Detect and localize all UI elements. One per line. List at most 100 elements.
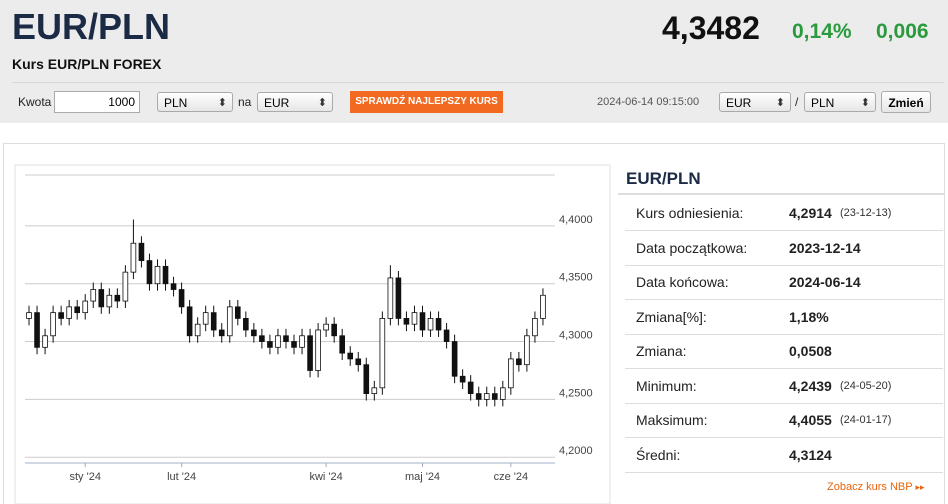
pair-quote[interactable]: PLN (804, 92, 876, 113)
nbp-link-text[interactable]: Zobacz kurs NBP (827, 481, 913, 493)
candle-body (154, 265, 161, 285)
stat-label: Data końcowa: (636, 274, 729, 290)
candle-body (283, 335, 289, 342)
pair-separator: / (795, 95, 799, 109)
price: 4,3482 (662, 10, 760, 46)
candle-body (146, 260, 153, 285)
subtitle: Kurs EUR/PLN FOREX (12, 56, 162, 72)
candle-body (202, 312, 209, 325)
stat-label: Maksimum: (636, 412, 708, 428)
candle-body (299, 335, 305, 348)
nbp-link[interactable]: Zobacz kurs NBP ▸▸ (827, 481, 925, 493)
stat-label: Zmiana: (636, 343, 687, 359)
best-rate-button[interactable]: SPRAWDŹ NAJLEPSZY KURS (350, 91, 503, 113)
candle-body (162, 265, 169, 285)
candle-body (178, 289, 185, 308)
candle-body (106, 294, 113, 308)
candle-body (387, 277, 394, 319)
candle-body (467, 381, 474, 395)
stat-label: Minimum: (636, 377, 697, 394)
stat-value: 2024-06-14 (789, 274, 861, 290)
candle-body (516, 358, 522, 366)
datetime: 2024-06-14 09:15:00 (597, 96, 700, 108)
candle-body (347, 352, 354, 360)
candle-body (363, 364, 370, 395)
candle-body (226, 306, 233, 337)
candle-body (26, 312, 32, 319)
currency-to[interactable]: EUR (257, 92, 333, 113)
candle-body (524, 335, 530, 366)
stat-value: 4,2439 (789, 377, 832, 394)
candle-body (540, 294, 546, 319)
y-tick-label: 4,4000 (559, 214, 593, 226)
candle-body (138, 242, 145, 261)
candle-body (114, 294, 121, 302)
stats-title: EUR/PLN (626, 169, 701, 188)
change: 0,006 (876, 20, 929, 43)
pair-base[interactable]: EUR (719, 92, 791, 113)
stat-value: 4,2914 (789, 205, 832, 221)
stats-row: Zmiana: 0,0508 (625, 334, 943, 369)
candle-body (275, 335, 281, 348)
candle-body (411, 312, 418, 325)
stat-value: 2023-12-14 (789, 239, 861, 256)
candle-body (130, 242, 137, 273)
candle-body (210, 312, 217, 331)
currency-from[interactable]: PLN (157, 92, 233, 113)
candle-body (491, 393, 498, 400)
stats-divider (618, 193, 944, 195)
y-tick-label: 4,3000 (559, 329, 593, 341)
candle-body (532, 318, 538, 337)
y-tick-label: 4,2000 (559, 445, 593, 457)
candle-body (122, 271, 129, 302)
chart-frame (14, 164, 611, 504)
candle-body (371, 387, 378, 395)
candle-body (251, 329, 257, 337)
x-tick-label: lut '24 (167, 471, 196, 483)
candle-body (483, 393, 490, 400)
candle-body (170, 283, 177, 290)
candle-body (499, 387, 506, 400)
stat-value: 4,4055 (789, 412, 832, 428)
candle-body (355, 358, 362, 366)
candle-body (291, 341, 297, 348)
candle-body (475, 393, 482, 400)
stats-row: Zmiana[%]: 1,18% (625, 300, 943, 335)
candle-body (315, 329, 321, 371)
y-tick-label: 4,2500 (559, 387, 593, 399)
candle-body (331, 323, 337, 337)
candle-body (419, 312, 426, 331)
candle-body (58, 312, 64, 319)
candle-body (218, 329, 225, 337)
divider (12, 82, 944, 83)
candle-body (307, 335, 313, 371)
candle-body (379, 318, 386, 389)
candle-body (66, 306, 72, 319)
candle-body (186, 306, 193, 337)
candle-body (243, 318, 249, 331)
stat-note: (24-05-20) (840, 379, 892, 392)
stats-row: Średni: 4,3124 (625, 438, 943, 473)
stat-value: 1,18% (789, 308, 829, 325)
x-tick-label: cze '24 (494, 471, 529, 483)
candle-body (443, 329, 450, 342)
candle-body (74, 306, 81, 314)
candle-body (98, 289, 105, 308)
stat-value: 0,0508 (789, 343, 832, 359)
stat-label: Średni: (636, 446, 681, 463)
candle-body (34, 312, 40, 348)
stat-note: (23-12-13) (840, 207, 892, 219)
stats-row: Minimum: 4,2439 (24-05-20) (625, 369, 943, 404)
candle-body (42, 335, 48, 348)
content-panel (3, 143, 945, 504)
change-pct: 0,14% (792, 20, 852, 43)
candle-body (508, 358, 514, 389)
stats-row: Kurs odniesienia: 4,2914 (23-12-13) (625, 196, 943, 231)
change-pair-button[interactable]: Zmień (881, 91, 931, 113)
candle-body (323, 323, 329, 331)
candle-body (267, 341, 273, 348)
candle-body (259, 335, 265, 342)
amount-input[interactable]: 1000 (54, 91, 140, 113)
pair-title: EUR/PLN (12, 6, 171, 47)
